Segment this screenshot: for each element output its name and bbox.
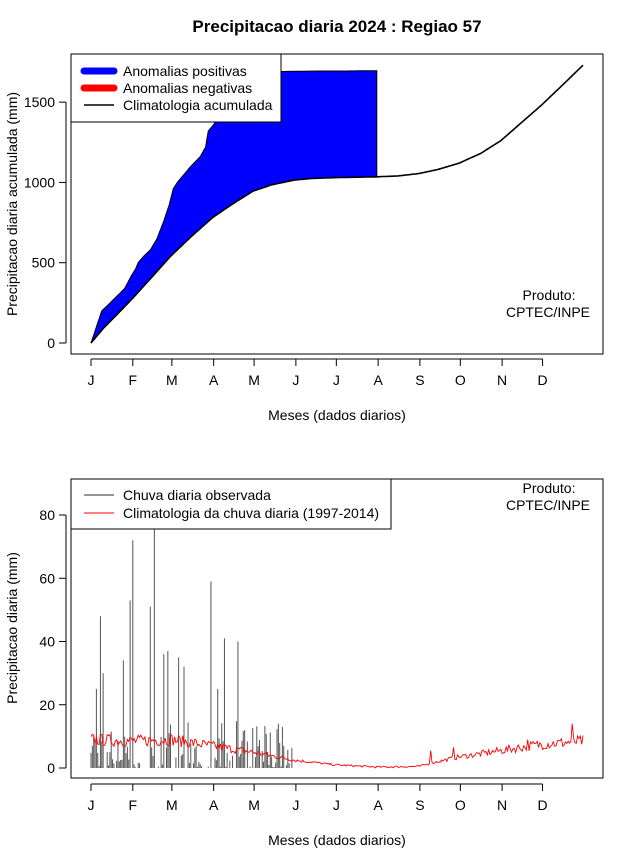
y-axis-label-accumulated: Precipitacao diaria acumulada (mm) bbox=[4, 92, 20, 316]
credit-produto-top: Produto: bbox=[523, 287, 576, 303]
y-axis-daily: 0 20 40 60 80 bbox=[39, 507, 67, 776]
x-tick-label: J bbox=[333, 797, 340, 813]
y-tick-label: 0 bbox=[47, 335, 55, 351]
x-tick-label: J bbox=[88, 372, 95, 388]
x-tick-label: J bbox=[292, 797, 299, 813]
y-tick-label: 20 bbox=[39, 697, 55, 713]
credit-cptec-bottom: CPTEC/INPE bbox=[506, 497, 590, 513]
x-tick-label: D bbox=[537, 797, 547, 813]
y-axis-accumulated: 0 500 1000 1500 bbox=[24, 94, 67, 351]
x-tick-label: J bbox=[292, 372, 299, 388]
legend-label-negative: Anomalias negativas bbox=[123, 80, 252, 96]
y-tick-label: 80 bbox=[39, 507, 55, 523]
x-tick-label: O bbox=[455, 797, 466, 813]
x-tick-label: J bbox=[88, 797, 95, 813]
x-tick-label: N bbox=[497, 372, 507, 388]
x-tick-label: F bbox=[129, 797, 138, 813]
y-tick-label: 40 bbox=[39, 634, 55, 650]
accumulated-lines bbox=[90, 64, 584, 344]
legend-label-positive: Anomalias positivas bbox=[123, 63, 247, 79]
x-tick-label: S bbox=[415, 372, 424, 388]
daily-chart: 0 20 40 60 80 J F M A M J J A S O N D Meses (dados diar… bbox=[4, 478, 604, 848]
x-tick-label: M bbox=[166, 372, 178, 388]
chart-title: Precipitacao diaria 2024 : Regiao 57 bbox=[192, 17, 481, 36]
accumulated-chart: 0 500 1000 1500 J F M A M J J A S O N D Meses (dados d… bbox=[4, 53, 604, 423]
y-tick-label: 1500 bbox=[24, 94, 55, 110]
credit-produto-bottom: Produto: bbox=[523, 480, 576, 496]
x-tick-label: J bbox=[333, 372, 340, 388]
x-tick-label: A bbox=[209, 797, 219, 813]
x-tick-label: S bbox=[415, 797, 424, 813]
x-tick-label: M bbox=[166, 797, 178, 813]
x-tick-label: N bbox=[497, 797, 507, 813]
x-tick-label: A bbox=[209, 372, 219, 388]
x-tick-label: F bbox=[129, 372, 138, 388]
x-tick-label: A bbox=[373, 372, 383, 388]
x-tick-label: M bbox=[248, 372, 260, 388]
legend-daily: Chuva diaria observada Climatologia da c… bbox=[70, 478, 392, 530]
x-tick-label: M bbox=[248, 797, 260, 813]
x-axis-label-accumulated: Meses (dados diarios) bbox=[268, 407, 406, 423]
y-tick-label: 500 bbox=[32, 255, 56, 271]
x-tick-label: D bbox=[537, 372, 547, 388]
x-tick-label: A bbox=[373, 797, 383, 813]
legend-label-climatology: Climatologia acumulada bbox=[123, 97, 273, 113]
climatology-accumulated-line bbox=[90, 64, 584, 344]
y-tick-label: 1000 bbox=[24, 174, 55, 190]
y-axis-label-daily: Precipitacao diaria (mm) bbox=[4, 552, 20, 704]
plot-frame-accumulated bbox=[70, 53, 604, 355]
x-tick-label: O bbox=[455, 372, 466, 388]
y-tick-label: 60 bbox=[39, 570, 55, 586]
clim-daily-line bbox=[90, 723, 584, 769]
credit-cptec-top: CPTEC/INPE bbox=[506, 304, 590, 320]
x-axis-label-daily: Meses (dados diarios) bbox=[268, 832, 406, 848]
y-tick-label: 0 bbox=[47, 760, 55, 776]
legend-label-observed: Chuva diaria observada bbox=[123, 487, 271, 503]
legend-accumulated: Anomalias positivas Anomalias negativas … bbox=[70, 53, 282, 123]
legend-label-clim-daily: Climatologia da chuva diaria (1997-2014) bbox=[123, 505, 379, 521]
daily-climatology-line bbox=[90, 723, 584, 769]
